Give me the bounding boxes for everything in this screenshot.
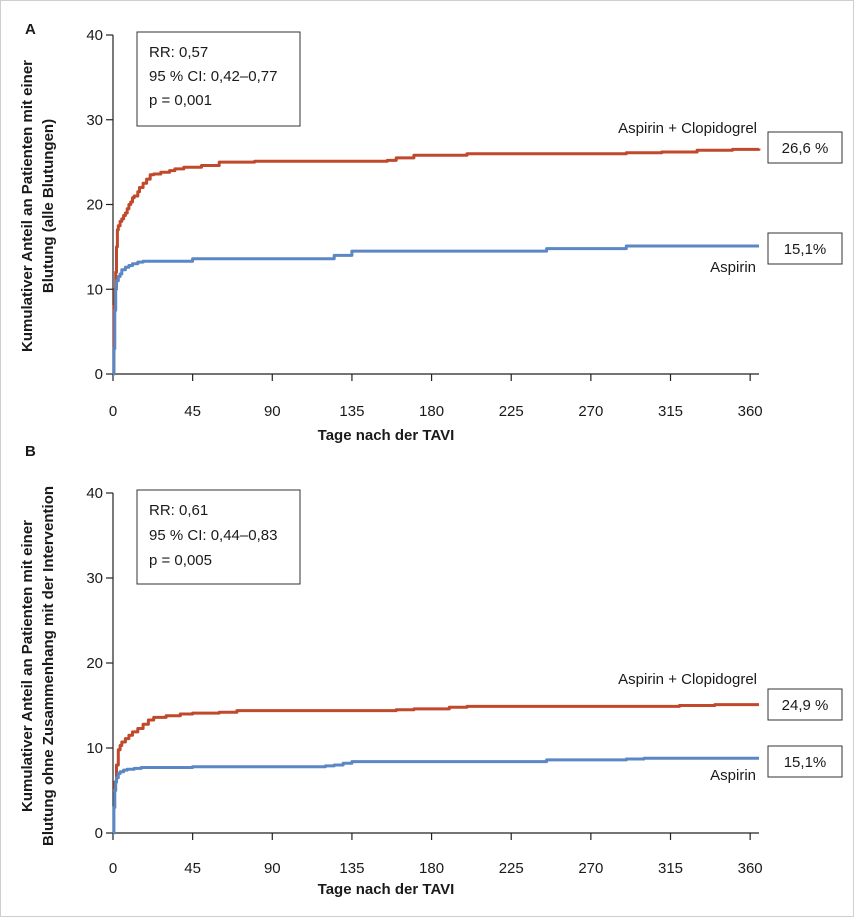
series-name-label: Aspirin + Clopidogrel bbox=[618, 671, 757, 688]
stats-text: p = 0,001 bbox=[149, 92, 212, 109]
x-tick-label: 180 bbox=[419, 403, 444, 420]
y-axis-title-line: Blutung ohne Zusammenhang mit der Interv… bbox=[40, 486, 57, 846]
chart-panel-a: A 0 10 20 30 40 0 45 90 135 180 225 270 315 360 Tage na… bbox=[19, 21, 843, 444]
y-tick-label: 30 bbox=[86, 112, 103, 129]
x-tick-label: 315 bbox=[658, 403, 683, 420]
stats-box bbox=[136, 489, 301, 585]
y-tick-label: 40 bbox=[86, 27, 103, 44]
series-name-label: Aspirin bbox=[710, 767, 756, 784]
x-tick-label: 180 bbox=[419, 860, 444, 877]
y-axis-title-line: Blutung (alle Blutungen) bbox=[40, 119, 57, 293]
x-tick-label: 270 bbox=[578, 403, 603, 420]
x-tick-label: 45 bbox=[184, 860, 201, 877]
end-value-label: 26,6 % bbox=[782, 140, 829, 157]
y-tick-label: 10 bbox=[86, 740, 103, 757]
end-value-box bbox=[767, 232, 843, 265]
end-value-box bbox=[767, 745, 843, 778]
stats-text: 95 % CI: 0,42–0,77 bbox=[149, 68, 277, 85]
end-value-label: 15,1% bbox=[784, 754, 827, 771]
end-value-label: 15,1% bbox=[784, 241, 827, 258]
x-tick-label: 360 bbox=[738, 403, 763, 420]
x-tick-label: 270 bbox=[578, 860, 603, 877]
x-tick-label: 315 bbox=[658, 860, 683, 877]
stats-text: 95 % CI: 0,44–0,83 bbox=[149, 527, 277, 544]
x-tick-label: 90 bbox=[264, 860, 281, 877]
series-name-label: Aspirin bbox=[710, 259, 756, 276]
end-value-box bbox=[767, 688, 843, 721]
x-tick-label: 90 bbox=[264, 403, 281, 420]
x-axis-title: Tage nach der TAVI bbox=[318, 427, 455, 444]
y-tick-label: 0 bbox=[95, 825, 103, 842]
stats-text: RR: 0,57 bbox=[149, 44, 208, 61]
series-line-aspirin bbox=[112, 756, 759, 835]
y-tick-label: 40 bbox=[86, 485, 103, 502]
y-tick-label: 10 bbox=[86, 281, 103, 298]
end-value-label: 24,9 % bbox=[782, 697, 829, 714]
y-tick-label: 0 bbox=[95, 366, 103, 383]
x-tick-label: 45 bbox=[184, 403, 201, 420]
panel-letter: A bbox=[25, 21, 36, 38]
x-tick-label: 225 bbox=[499, 860, 524, 877]
end-value-box bbox=[767, 131, 843, 164]
series-line-aspirin-clopidogrel bbox=[113, 703, 759, 792]
stats-text: p = 0,005 bbox=[149, 552, 212, 569]
x-tick-label: 0 bbox=[109, 403, 117, 420]
panel-letter: B bbox=[25, 443, 36, 460]
x-tick-label: 360 bbox=[738, 860, 763, 877]
chart-panel-b: B 0 10 20 30 40 0 45 90 135 180 225 270 315 360 Tage na… bbox=[19, 443, 843, 898]
x-axis-title: Tage nach der TAVI bbox=[318, 881, 455, 898]
y-tick-label: 20 bbox=[86, 197, 103, 214]
x-tick-label: 0 bbox=[109, 860, 117, 877]
x-tick-label: 135 bbox=[339, 403, 364, 420]
x-tick-label: 225 bbox=[499, 403, 524, 420]
stats-box bbox=[136, 31, 301, 127]
series-line-aspirin bbox=[112, 244, 759, 376]
series-line-aspirin-clopidogrel bbox=[112, 147, 761, 376]
y-axis-title-line: Kumulativer Anteil an Patienten mit eine… bbox=[19, 520, 36, 812]
x-tick-label: 135 bbox=[339, 860, 364, 877]
y-tick-label: 30 bbox=[86, 570, 103, 587]
y-tick-label: 20 bbox=[86, 655, 103, 672]
series-name-label: Aspirin + Clopidogrel bbox=[618, 120, 757, 137]
stats-text: RR: 0,61 bbox=[149, 502, 208, 519]
y-axis-title-line: Kumulativer Anteil an Patienten mit eine… bbox=[19, 60, 36, 352]
